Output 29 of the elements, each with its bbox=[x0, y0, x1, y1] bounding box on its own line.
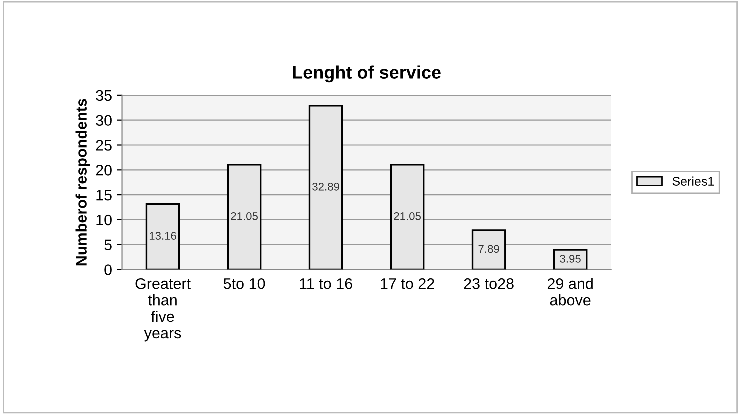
y-tick-label: 10 bbox=[96, 214, 112, 226]
bar bbox=[472, 230, 506, 270]
x-tick-label: Greatert than five years bbox=[136, 278, 191, 342]
y-axis-title: Numberof respondents bbox=[76, 99, 90, 266]
y-tick-label: 25 bbox=[96, 140, 112, 151]
y-tick-label: 30 bbox=[96, 115, 112, 126]
chart-title: Lenght of service bbox=[293, 66, 441, 83]
bar bbox=[227, 164, 262, 270]
x-tick-label: 17 to 22 bbox=[381, 278, 434, 290]
x-tick-label: 5to 10 bbox=[224, 278, 266, 290]
x-tick-label: 11 to 16 bbox=[300, 278, 352, 290]
data-label: 32.89 bbox=[312, 182, 340, 191]
y-tick-label: 20 bbox=[96, 165, 112, 176]
data-label: 21.05 bbox=[394, 212, 421, 220]
x-tick-label: 29 and above bbox=[548, 278, 593, 306]
y-tick-label: 35 bbox=[96, 90, 112, 102]
data-label: 21.05 bbox=[231, 212, 258, 220]
bar bbox=[553, 249, 588, 270]
x-tick-label: 23 to28 bbox=[464, 278, 514, 290]
data-label: 7.89 bbox=[478, 245, 500, 254]
bar bbox=[308, 105, 344, 270]
y-tick-label: 0 bbox=[104, 264, 112, 276]
y-tick-label: 5 bbox=[104, 240, 112, 251]
bar bbox=[390, 164, 425, 270]
y-tick-label: 15 bbox=[96, 190, 112, 201]
bar bbox=[146, 203, 180, 270]
data-label: 3.95 bbox=[560, 255, 581, 263]
legend-label: Series1 bbox=[672, 176, 714, 186]
data-label: 13.16 bbox=[150, 232, 176, 240]
